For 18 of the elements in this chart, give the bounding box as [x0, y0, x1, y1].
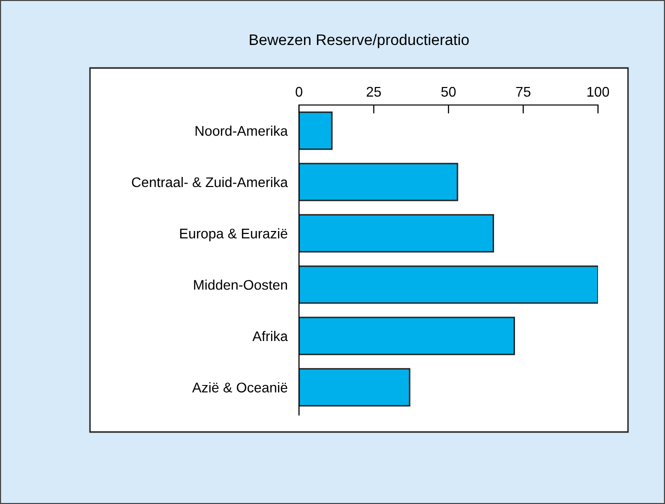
x-tick-label: 100	[587, 86, 610, 97]
y-tick-label: Noord-Amerika	[196, 126, 288, 136]
bar	[299, 316, 515, 356]
x-tick-label: 25	[366, 86, 381, 97]
bar	[299, 111, 333, 150]
bar	[299, 265, 598, 304]
y-tick-label: Centraal- & Zuid-Amerika	[132, 176, 288, 188]
y-tick-label: Midden-Oosten	[194, 280, 287, 290]
x-tick-label: 75	[516, 87, 530, 97]
y-tick-label: Azië & Oceanië	[192, 382, 288, 392]
chart-title: Bewezen Reserve/productieratio	[250, 34, 469, 48]
y-tick-label: Europa & Eurazië	[180, 228, 288, 242]
x-tick-label: 50	[441, 86, 456, 97]
bar	[299, 368, 410, 406]
x-tick-label: 0	[296, 86, 302, 97]
bar	[299, 162, 458, 202]
bar	[299, 214, 494, 252]
y-tick-label: Afrika	[252, 330, 288, 342]
